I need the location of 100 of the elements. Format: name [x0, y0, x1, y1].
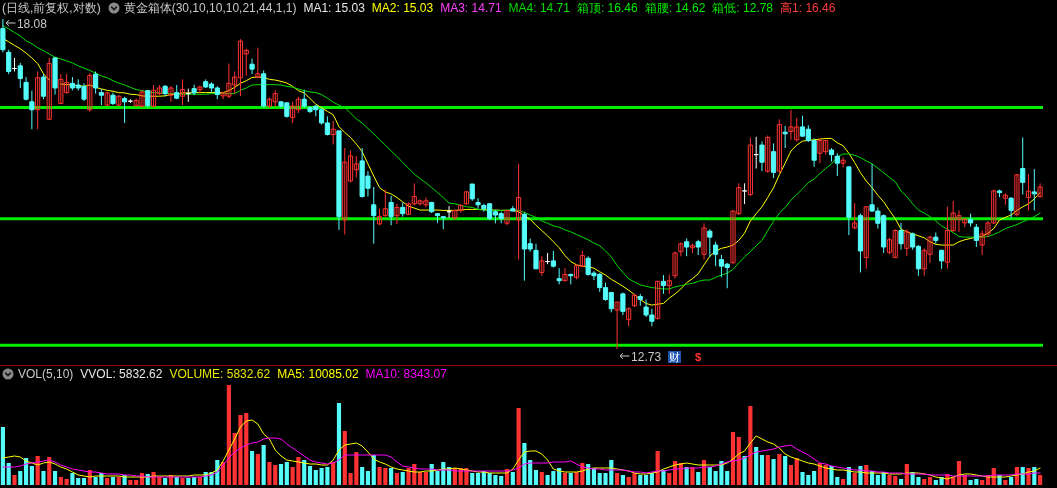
bar: [922, 479, 927, 485]
bar: [400, 472, 405, 485]
candlestick: [40, 73, 47, 100]
bar: [331, 462, 336, 485]
bar: [742, 456, 747, 485]
text: 箱低: 12.78: [712, 1, 774, 15]
bar: [852, 473, 857, 485]
bar: [180, 478, 185, 485]
text: MA1: 15.03: [303, 1, 365, 15]
bar: [278, 464, 284, 485]
bar: [615, 473, 620, 485]
bar: [418, 472, 423, 485]
chart-title: VOL(5,10): [18, 367, 74, 381]
bar: [163, 478, 168, 485]
text: 箱腰: 14.62: [644, 1, 706, 15]
candlestick: [713, 241, 719, 267]
candlestick: [6, 49, 12, 75]
candlestick: [504, 209, 510, 226]
candlestick: [782, 125, 788, 149]
candlestick: [93, 70, 99, 95]
bar: [1009, 477, 1014, 485]
candlestick: [475, 197, 481, 210]
bar: [794, 458, 799, 485]
candlestick: [197, 85, 203, 95]
candlestick: [0, 18, 6, 53]
candlestick: [46, 57, 52, 120]
chart-subtitle: 黄金箱体(30,10,10,10,21,44,1,1): [123, 1, 297, 15]
bar: [226, 385, 231, 485]
bar: [0, 427, 5, 485]
bar: [667, 473, 672, 485]
bar: [783, 456, 788, 485]
bar: [933, 480, 938, 485]
candlestick: [371, 186, 377, 245]
candlestick: [121, 96, 128, 124]
bar: [307, 466, 313, 485]
text: MA2: 15.03: [371, 1, 434, 15]
bar: [539, 472, 544, 485]
badge: 财: [668, 351, 681, 363]
bar: [812, 471, 817, 485]
text: MA5: 10085.02: [277, 367, 359, 381]
candlestick: [742, 182, 748, 205]
candlestick: [765, 134, 771, 174]
bar: [302, 460, 307, 485]
text: VVOL: 5832.62: [80, 367, 163, 381]
bar: [105, 478, 110, 485]
bar: [313, 470, 318, 485]
candlestick: [626, 306, 632, 327]
bar: [249, 451, 255, 485]
candlestick: [904, 228, 910, 257]
text: 箱顶: 16.46: [576, 1, 638, 15]
candlestick: [840, 157, 846, 168]
bar: [638, 475, 643, 485]
annotation: 18.08: [16, 17, 47, 31]
bar: [841, 479, 846, 485]
candlestick: [87, 72, 93, 113]
candlestick: [852, 202, 858, 230]
candlestick: [1025, 173, 1032, 211]
bar: [29, 466, 34, 485]
bar: [81, 478, 87, 485]
candlestick: [707, 228, 713, 258]
candlestick: [672, 251, 678, 280]
bar: [533, 470, 539, 485]
text: VOLUME: 5832.62: [169, 367, 271, 381]
bar: [1038, 475, 1043, 485]
bar: [516, 408, 521, 485]
bar: [423, 472, 428, 485]
bar: [765, 455, 770, 485]
text: MA3: 14.71: [440, 1, 502, 15]
candlestick: [301, 89, 307, 109]
candlestick: [666, 273, 672, 295]
bar: [261, 445, 266, 485]
bar: [788, 465, 794, 485]
candlestick: [614, 301, 620, 350]
bar: [475, 473, 481, 485]
bar: [365, 471, 371, 485]
bar: [875, 475, 880, 485]
candlestick: [17, 62, 23, 89]
text: 12.73: [631, 350, 662, 364]
candlestick: [770, 142, 777, 179]
bar: [707, 467, 712, 485]
candlestick: [249, 58, 255, 75]
candlestick: [168, 85, 174, 103]
candlestick: [747, 136, 753, 197]
bar: [696, 472, 701, 485]
bar: [389, 468, 394, 485]
text: MA10: 8343.07: [365, 367, 447, 381]
bar: [41, 471, 46, 485]
bar: [754, 447, 759, 485]
text: MA4: 14.71: [508, 1, 570, 15]
candlestick: [29, 90, 35, 130]
bar: [730, 432, 736, 485]
candlestick: [255, 47, 261, 79]
bar: [568, 473, 573, 485]
bar: [110, 477, 116, 485]
bar: [725, 471, 730, 485]
bar: [360, 467, 365, 485]
candlestick: [35, 70, 41, 130]
bar: [777, 454, 782, 485]
candlestick: [863, 205, 869, 270]
candlestick: [394, 203, 400, 225]
